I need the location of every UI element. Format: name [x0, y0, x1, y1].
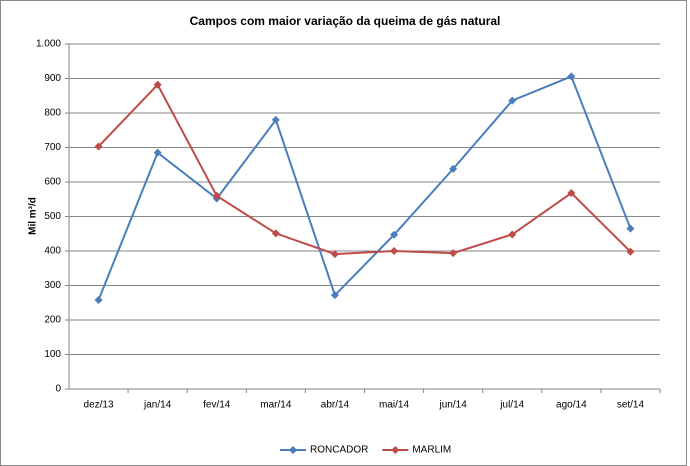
y-axis-label: Mil m³/d: [28, 197, 39, 235]
legend-marker: [391, 446, 400, 454]
series-line: [97, 75, 632, 301]
data-marker: [271, 115, 280, 124]
data-marker: [626, 224, 635, 233]
data-marker: [153, 148, 162, 157]
data-marker: [508, 230, 517, 239]
x-tick-label: abr/14: [321, 400, 350, 411]
legend-label: RONCADOR: [310, 445, 368, 456]
chart-title: Campos com maior variação da queima de g…: [190, 14, 501, 28]
data-marker: [449, 249, 458, 258]
data-marker: [212, 191, 221, 200]
legend-marker: [289, 446, 297, 454]
y-tick-label: 600: [44, 177, 61, 188]
y-tick-label: 300: [44, 280, 61, 291]
x-tick-label: jul/14: [499, 400, 524, 411]
y-tick-label: 500: [44, 211, 61, 222]
data-marker: [449, 164, 458, 173]
data-marker: [390, 247, 399, 255]
y-tick-label: 200: [44, 315, 61, 326]
x-tick-label: jan/14: [143, 400, 172, 411]
y-tick-label: 400: [44, 246, 61, 257]
data-marker: [153, 80, 162, 89]
y-tick-label: 900: [44, 73, 61, 84]
y-tick-label: 1.000: [36, 39, 61, 50]
data-marker: [330, 250, 339, 259]
y-tick-label: 100: [44, 349, 61, 360]
y-tick-label: 700: [44, 142, 61, 153]
y-tick-label: 0: [55, 384, 61, 395]
data-marker: [271, 229, 280, 238]
data-marker: [390, 230, 399, 239]
data-marker: [94, 295, 103, 304]
data-marker: [567, 189, 576, 198]
x-tick-label: fev/14: [203, 400, 231, 411]
x-tick-label: dez/13: [84, 400, 114, 411]
data-marker: [626, 247, 635, 256]
x-tick-label: mai/14: [379, 400, 409, 411]
y-tick-label: 800: [44, 108, 61, 119]
data-marker: [508, 96, 517, 105]
x-tick-label: jun/14: [439, 400, 468, 411]
x-tick-label: set/14: [617, 400, 645, 411]
data-marker: [330, 291, 339, 300]
data-marker: [94, 142, 103, 151]
series-line: [97, 83, 632, 256]
x-tick-label: mar/14: [260, 400, 292, 411]
legend-label: MARLIM: [412, 445, 451, 456]
data-marker: [567, 72, 576, 81]
x-tick-label: ago/14: [556, 400, 587, 411]
